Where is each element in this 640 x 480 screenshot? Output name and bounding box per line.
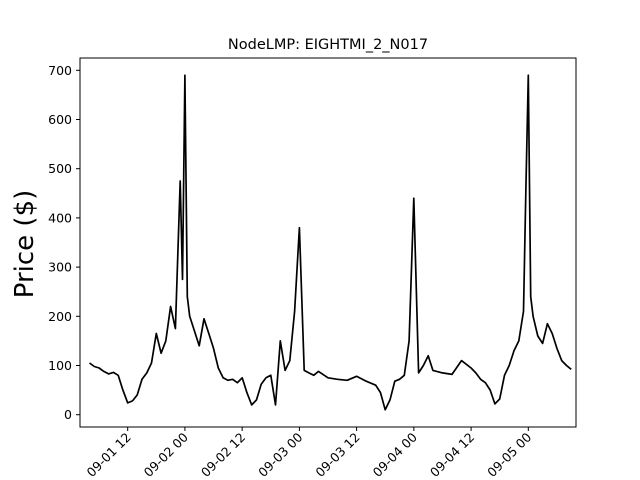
y-tick-label: 0 (64, 407, 72, 422)
y-tick-label: 700 (48, 63, 72, 78)
y-tick-label: 300 (48, 260, 72, 275)
y-tick-label: 400 (48, 210, 72, 225)
x-tick-label: 09-03 12 (312, 430, 362, 480)
x-tick-label: 09-04 12 (427, 430, 477, 480)
plot-area-frame (79, 57, 577, 428)
y-tick-label: 500 (48, 161, 72, 176)
x-tick-label: 09-02 12 (198, 430, 248, 480)
price-series-line (88, 74, 572, 411)
x-tick-label: 09-05 00 (484, 429, 534, 479)
x-tick-label: 09-04 00 (370, 429, 420, 479)
y-axis-label: Price ($) (10, 190, 40, 299)
x-tick-label: 09-02 00 (141, 429, 191, 479)
y-tick-label: 600 (48, 112, 72, 127)
x-tick-label: 09-01 12 (83, 430, 133, 480)
y-tick-label: 200 (48, 309, 72, 324)
x-tick-label: 09-03 00 (255, 429, 305, 479)
chart-title: NodeLMP: EIGHTMI_2_N017 (228, 37, 428, 53)
y-tick-label: 100 (48, 358, 72, 373)
